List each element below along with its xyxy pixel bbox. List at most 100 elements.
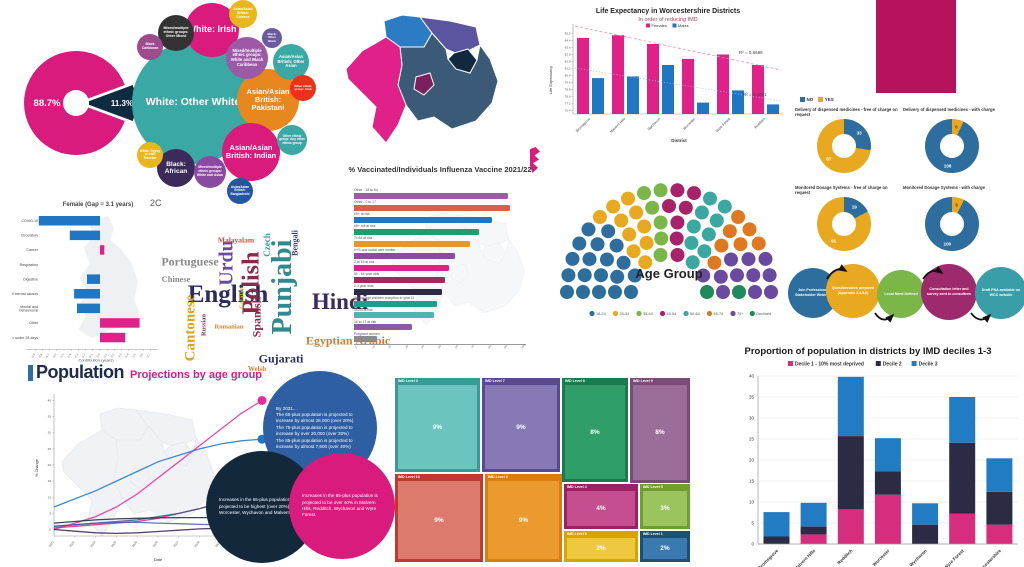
svg-text:0.6: 0.6 <box>139 352 145 358</box>
female-bar <box>612 35 624 115</box>
person-dot <box>751 236 766 251</box>
svg-text:Proportion of population in di: Proportion of population in districts by… <box>744 346 991 357</box>
svg-text:Redditch: Redditch <box>754 117 767 130</box>
ethnicity-bubble: Mixed/multiple ethnic groups: White and … <box>226 37 268 79</box>
svg-text:2029: 2029 <box>214 540 221 548</box>
ethnicity-bubble: Mixed/multiple ethnic groups: Other Mixe… <box>158 15 194 51</box>
svg-text:0: 0 <box>751 542 754 547</box>
life-expectancy-svg: Life Expectancy in Worcestershire Distri… <box>548 8 783 143</box>
svg-text:Life Expectancy: Life Expectancy <box>548 66 553 94</box>
treemap-cell-label: IMD Level 9 <box>633 379 653 383</box>
svg-text:35: 35 <box>749 395 755 400</box>
treemap-cell: IMD Level 7 9% <box>482 378 560 472</box>
donut-title: Monitored Dosage Systems - with charge <box>903 185 985 190</box>
projection-line <box>53 438 263 508</box>
person-dot <box>654 231 669 246</box>
svg-text:Males: Males <box>678 23 689 28</box>
flu-bar-row: 65+ at risk <box>354 212 526 223</box>
flu-bar <box>354 204 510 211</box>
decile-segment <box>874 438 901 472</box>
person-dot <box>758 251 773 266</box>
person-dot <box>678 200 693 215</box>
svg-text:Malvern Hills: Malvern Hills <box>609 117 626 134</box>
pharmacy-donut-charts: NO YES Delivery of dispensed medicines - f… <box>793 95 1024 253</box>
svg-text:30: 30 <box>48 431 52 435</box>
female-bar <box>577 37 589 114</box>
person-dot <box>732 285 746 299</box>
decile-segment <box>949 442 976 514</box>
person-dot <box>645 200 660 215</box>
person-dot <box>685 255 700 270</box>
svg-text:2026: 2026 <box>152 540 159 548</box>
male-bar <box>592 78 604 114</box>
male-bar <box>732 90 744 114</box>
ethnicity-bubble: Asian/Asian British: Other Asian <box>273 44 309 80</box>
svg-text:Malvern Hills: Malvern Hills <box>793 548 817 567</box>
pna-process-flow: Join Professional Stakeholder Webinar Que… <box>788 252 1024 347</box>
flu-bar <box>354 324 413 331</box>
flu-bar-row: Other - 0 to 17 <box>354 200 526 211</box>
treemap-cell-label: IMD Level 10 <box>398 475 420 479</box>
gap-bar <box>77 303 100 314</box>
treemap-cell: IMD Level 5 3% <box>640 484 690 529</box>
treemap-cell-label: IMD Level 5 <box>643 485 663 489</box>
treemap-cell: IMD Level 6 2% <box>564 531 638 562</box>
person-dot <box>701 227 716 242</box>
flu-bar-row: 65+ not at risk <box>354 224 526 235</box>
person-dot <box>713 269 728 284</box>
person-dot <box>608 285 622 299</box>
male-bar <box>697 102 709 114</box>
person-dot <box>638 255 653 270</box>
donut-title: Delivery of dispensed medicines - with c… <box>903 107 995 112</box>
flu-bar-row: 16 to 17 at risk <box>354 320 526 331</box>
donut-title: Monitored Dosage Systems - free of charg… <box>795 185 888 196</box>
cropped-magenta-block <box>876 0 956 93</box>
person-dot <box>609 238 624 253</box>
person-dot <box>730 268 744 283</box>
treemap-cell: IMD Level 4 4% <box>564 484 638 529</box>
svg-text:82.8: 82.8 <box>565 53 571 57</box>
svg-text:0.4: 0.4 <box>124 352 130 358</box>
ethnicity-bubble: Asian/Asian British: Bangladeshi <box>227 178 253 204</box>
decile-segment <box>949 513 976 544</box>
svg-text:Decile 1 - 10% most deprived: Decile 1 - 10% most deprived <box>795 362 864 368</box>
svg-text:40: 40 <box>48 399 52 403</box>
decile-segment <box>800 526 827 535</box>
flu-bar-row: To 64 at risk <box>354 236 526 247</box>
svg-text:18-24: 18-24 <box>596 312 606 316</box>
person-dot <box>565 251 580 266</box>
flu-bars: Other - 18 to 64 Other - 0 to 17 65+ at ri… <box>354 188 526 357</box>
pie-slice-minority <box>84 84 136 122</box>
language-word: Urdu <box>215 240 238 286</box>
treemap-cell: IMD Level 8 8% <box>562 378 628 482</box>
header-accent-bar <box>28 364 33 381</box>
person-dot <box>592 210 607 224</box>
svg-text:Other: Other <box>29 321 39 325</box>
person-dot <box>622 227 637 242</box>
ethnicity-bubble: Black: African <box>157 149 195 187</box>
svg-text:78.8: 78.8 <box>565 88 571 92</box>
flow-step: Local Need Defined <box>877 270 925 318</box>
svg-text:Bromsgrove: Bromsgrove <box>757 548 780 567</box>
donut-chart: Delivery of dispensed medicines - free o… <box>795 107 899 173</box>
svg-text:0.0: 0.0 <box>95 352 101 358</box>
person-dot <box>700 285 714 299</box>
person-dot <box>762 268 777 283</box>
person-dot <box>653 215 668 230</box>
person-dot <box>626 244 641 259</box>
gap-bar <box>38 216 100 226</box>
svg-text:Cancer: Cancer <box>26 248 38 252</box>
svg-text:25: 25 <box>48 447 52 451</box>
donut-legend: NO YES <box>797 97 834 102</box>
svg-text:0.7: 0.7 <box>146 352 152 358</box>
flu-bar <box>354 336 378 343</box>
male-bar <box>767 104 779 114</box>
person-dot <box>614 213 629 228</box>
svg-text:0.5: 0.5 <box>131 352 137 358</box>
svg-text:20: 20 <box>749 458 755 463</box>
language-word: Cantonese <box>182 294 199 362</box>
gap-bar <box>100 245 105 255</box>
decile-segment <box>837 509 864 544</box>
person-dot <box>627 268 642 283</box>
